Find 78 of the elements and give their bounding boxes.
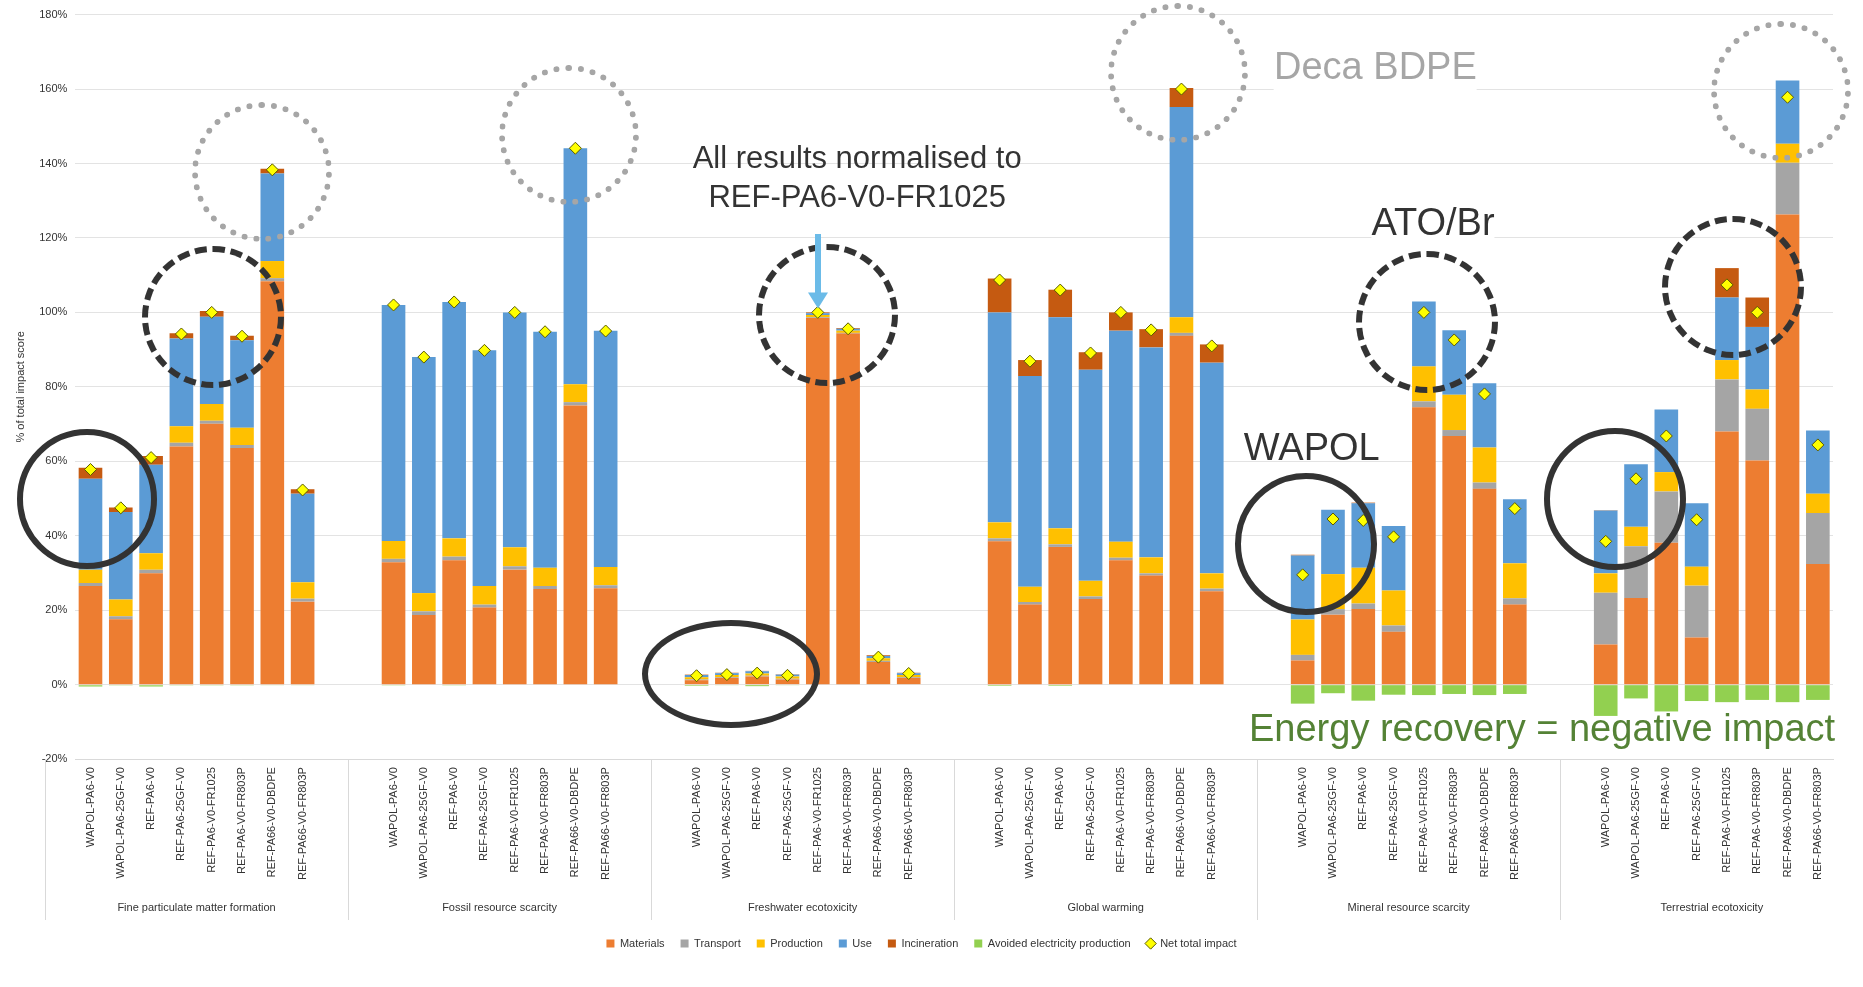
legend-label: Production xyxy=(770,936,823,949)
x-tick-label: REF-PA6-25GF-V0 xyxy=(1083,767,1096,862)
x-tick-label: REF-PA6-V0 xyxy=(144,767,157,830)
text: Global warming xyxy=(1067,901,1144,914)
x-tick-label: REF-PA6-25GF-V0 xyxy=(780,767,793,862)
y-tick-label: 160% xyxy=(39,82,68,95)
x-tick-label: WAPOL-PA6-25GF-V0 xyxy=(719,767,732,879)
y-tick-label: 180% xyxy=(39,7,68,20)
annotation: All results normalised to REF-PA6-V0-FR1025 xyxy=(691,139,1023,217)
x-tick-label: REF-PA6-V0 xyxy=(1053,767,1066,830)
x-tick-label: WAPOL-PA6-V0 xyxy=(1598,767,1611,848)
x-tick-label: REF-PA6-V0-FR803P xyxy=(841,767,854,874)
x-tick-label: REF-PA6-25GF-V0 xyxy=(1689,767,1702,862)
x-tick-label: REF-PA6-V0-FR803P xyxy=(1750,767,1763,874)
x-tick-label: REF-PA66-V0-DBDPE xyxy=(1780,767,1793,878)
legend-label: Net total impact xyxy=(1160,936,1237,949)
y-tick-label: 120% xyxy=(39,230,68,243)
x-tick-label: WAPOL-PA6-25GF-V0 xyxy=(416,767,429,879)
y-tick-label: -20% xyxy=(41,752,68,765)
x-tick-label: REF-PA6-V0-FR1025 xyxy=(1416,767,1429,873)
x-tick-label: WAPOL-PA6-V0 xyxy=(992,767,1005,848)
annotation: WAPOL xyxy=(1243,425,1380,471)
x-tick-label: WAPOL-PA6-25GF-V0 xyxy=(1629,767,1642,879)
annotation: ATO/Br xyxy=(1371,199,1495,247)
x-tick-label: REF-PA6-25GF-V0 xyxy=(1386,767,1399,862)
annotation: Deca BDPE xyxy=(1274,42,1477,91)
text: Freshwater ecotoxicity xyxy=(747,901,858,914)
x-tick-label: REF-PA66-V0-DBDPE xyxy=(871,767,884,878)
x-tick-label: REF-PA6-V0-FR803P xyxy=(1447,767,1460,874)
x-tick-label: WAPOL-PA6-25GF-V0 xyxy=(113,767,126,879)
text: Mineral resource scarcity xyxy=(1347,901,1471,914)
y-tick-label: 60% xyxy=(45,454,68,467)
legend-label: Incineration xyxy=(901,936,959,949)
text: Fine particulate matter formation xyxy=(117,901,276,914)
x-tick-label: REF-PA66-V0-FR803P xyxy=(1507,767,1520,880)
x-tick-label: WAPOL-PA6-25GF-V0 xyxy=(1326,767,1339,879)
x-tick-label: WAPOL-PA6-25GF-V0 xyxy=(1022,767,1035,879)
x-tick-label: REF-PA6-V0-FR1025 xyxy=(204,767,217,873)
x-tick-label: REF-PA66-V0-FR803P xyxy=(901,767,914,880)
x-tick-label: REF-PA6-V0 xyxy=(1659,767,1672,830)
x-tick-label: REF-PA66-V0-DBDPE xyxy=(1477,767,1490,878)
x-tick-label: REF-PA6-V0-FR803P xyxy=(538,767,551,874)
x-tick-label: REF-PA66-V0-DBDPE xyxy=(568,767,581,878)
x-tick-label: REF-PA6-V0 xyxy=(750,767,763,830)
x-tick-label: REF-PA66-V0-FR803P xyxy=(295,767,308,880)
x-tick-label: REF-PA66-V0-FR803P xyxy=(598,767,611,880)
y-axis-title: % of total impact score xyxy=(13,331,26,443)
legend-label: Use xyxy=(852,936,872,949)
x-tick-label: REF-PA6-V0 xyxy=(447,767,460,830)
x-tick-label: REF-PA66-V0-DBDPE xyxy=(265,767,278,878)
x-tick-label: WAPOL-PA6-V0 xyxy=(689,767,702,848)
x-tick-label: WAPOL-PA6-V0 xyxy=(83,767,96,848)
text: Terrestrial ecotoxicity xyxy=(1660,901,1764,914)
y-tick-label: 140% xyxy=(39,156,68,169)
x-tick-label: WAPOL-PA6-V0 xyxy=(1295,767,1308,848)
legend-label: Materials xyxy=(619,936,666,949)
legend-label: Transport xyxy=(694,936,741,949)
y-tick-label: 80% xyxy=(45,379,68,392)
x-tick-label: REF-PA6-V0-FR803P xyxy=(235,767,248,874)
y-tick-label: 40% xyxy=(45,528,68,541)
x-tick-label: REF-PA6-V0-FR1025 xyxy=(507,767,520,873)
annotation: Energy recovery = negative impact xyxy=(1249,706,1836,752)
x-tick-label: WAPOL-PA6-V0 xyxy=(386,767,399,848)
y-tick-label: 20% xyxy=(45,603,68,616)
x-tick-label: REF-PA6-V0-FR1025 xyxy=(1719,767,1732,873)
x-tick-label: REF-PA6-25GF-V0 xyxy=(174,767,187,862)
x-tick-label: REF-PA6-V0-FR1025 xyxy=(1113,767,1126,873)
x-tick-label: REF-PA66-V0-FR803P xyxy=(1810,767,1823,880)
x-tick-label: REF-PA66-V0-FR803P xyxy=(1204,767,1217,880)
y-tick-label: 100% xyxy=(39,305,68,318)
x-tick-label: REF-PA6-V0 xyxy=(1356,767,1369,830)
y-tick-label: 0% xyxy=(51,677,68,690)
x-tick-label: REF-PA66-V0-DBDPE xyxy=(1174,767,1187,878)
x-tick-label: REF-PA6-V0-FR803P xyxy=(1144,767,1157,874)
legend-label: Avoided electricity production xyxy=(987,936,1131,949)
x-tick-label: REF-PA6-V0-FR1025 xyxy=(810,767,823,873)
text: Fossil resource scarcity xyxy=(442,901,558,914)
x-tick-label: REF-PA6-25GF-V0 xyxy=(477,767,490,862)
